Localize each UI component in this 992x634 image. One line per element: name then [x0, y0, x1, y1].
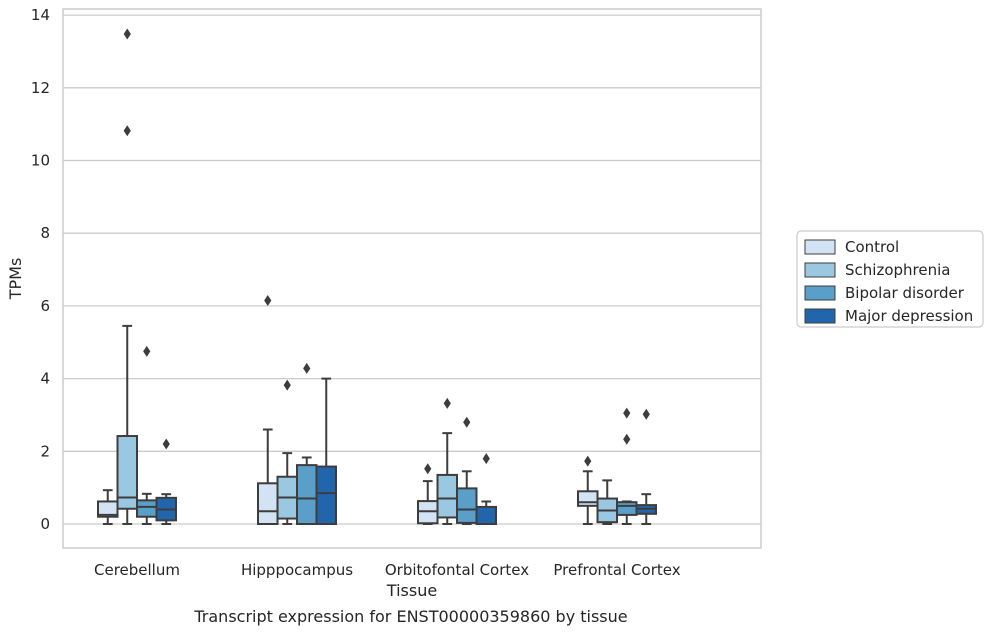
outlier-point: [264, 294, 272, 306]
box-body: [577, 490, 599, 507]
box-control-prefrontal-cortex: [577, 455, 599, 525]
box-control-cerebellum: [97, 489, 119, 525]
box-body: [456, 487, 478, 524]
legend-swatch: [804, 308, 836, 324]
box-control-orbitofontal-cortex: [417, 463, 439, 525]
box-major-depression-orbitofontal-cortex: [475, 453, 497, 525]
outlier-point: [162, 438, 170, 450]
y-axis-ticks: 0 2 4 6 8 10 12 14: [31, 6, 50, 533]
outlier-point: [443, 397, 451, 409]
outlier-point: [123, 28, 131, 40]
box-schizophrenia-orbitofontal-cortex: [436, 397, 458, 525]
outlier-point: [584, 455, 592, 467]
legend-label: Bipolar disorder: [845, 284, 965, 302]
box-body: [475, 505, 497, 525]
legend-swatch: [804, 262, 836, 278]
outlier-point: [623, 433, 631, 445]
box-major-depression-prefrontal-cortex: [635, 408, 657, 525]
y-tick-label: 0: [40, 515, 50, 533]
legend: Control Schizophrenia Bipolar disorder Majo…: [796, 230, 984, 328]
box-schizophrenia-cerebellum: [116, 28, 138, 525]
box-major-depression-cerebellum: [155, 438, 177, 525]
box-schizophrenia-prefrontal-cortex: [596, 479, 618, 525]
outlier-point: [123, 125, 131, 137]
box-plot-area: [97, 28, 657, 526]
legend-label: Schizophrenia: [845, 261, 950, 279]
legend-label: Control: [845, 238, 899, 256]
outlier-point: [303, 362, 311, 374]
outlier-point: [424, 463, 432, 475]
x-axis-title: Tissue: [386, 581, 437, 600]
outlier-point: [463, 416, 471, 428]
outlier-point: [623, 407, 631, 419]
box-body: [436, 473, 458, 519]
box-body: [315, 465, 337, 525]
y-tick-label: 8: [40, 224, 50, 242]
y-tick-label: 10: [31, 152, 50, 170]
outlier-point: [482, 453, 490, 465]
box-major-depression-hipppocampus: [315, 377, 337, 525]
box-body: [616, 501, 638, 516]
x-axis-ticks: Cerebellum Hipppocampus Orbitofontal Corte…: [94, 561, 681, 579]
outlier-point: [143, 345, 151, 357]
box-body: [296, 464, 318, 526]
x-tick-label: Prefrontal Cortex: [553, 561, 680, 579]
box-schizophrenia-hipppocampus: [276, 379, 298, 525]
box-bipolar-disorder-hipppocampus: [296, 362, 318, 526]
x-tick-label: Hipppocampus: [241, 561, 353, 579]
plot-frame: [62, 8, 762, 549]
box-body: [257, 482, 279, 525]
y-tick-label: 14: [31, 6, 50, 24]
y-axis-title: TPMs: [6, 258, 25, 301]
chart-caption: Transcript expression for ENST0000035986…: [193, 607, 627, 626]
legend-frame: [796, 230, 984, 328]
box-bipolar-disorder-cerebellum: [136, 345, 158, 525]
legend-swatch: [804, 239, 836, 255]
x-tick-label: Cerebellum: [94, 561, 180, 579]
grid-lines: [63, 14, 761, 525]
legend-swatch: [804, 285, 836, 301]
y-tick-label: 4: [40, 370, 50, 388]
y-tick-label: 6: [40, 297, 50, 315]
x-tick-label: Orbitofontal Cortex: [385, 561, 529, 579]
outlier-point: [283, 379, 291, 391]
y-tick-label: 12: [31, 79, 50, 97]
legend-label: Major depression: [845, 307, 973, 325]
box-body: [136, 499, 158, 518]
box-control-hipppocampus: [257, 294, 279, 525]
y-tick-label: 2: [40, 442, 50, 460]
box-bipolar-disorder-prefrontal-cortex: [616, 407, 638, 525]
box-bipolar-disorder-orbitofontal-cortex: [456, 416, 478, 525]
outlier-point: [642, 408, 650, 420]
box-body: [116, 435, 138, 510]
